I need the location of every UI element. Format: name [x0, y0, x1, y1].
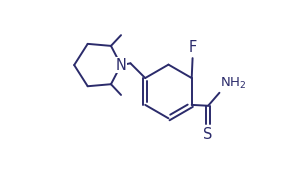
Text: F: F: [188, 40, 197, 55]
Text: N: N: [116, 58, 126, 73]
Text: NH$_2$: NH$_2$: [220, 76, 247, 91]
Text: S: S: [203, 127, 213, 142]
